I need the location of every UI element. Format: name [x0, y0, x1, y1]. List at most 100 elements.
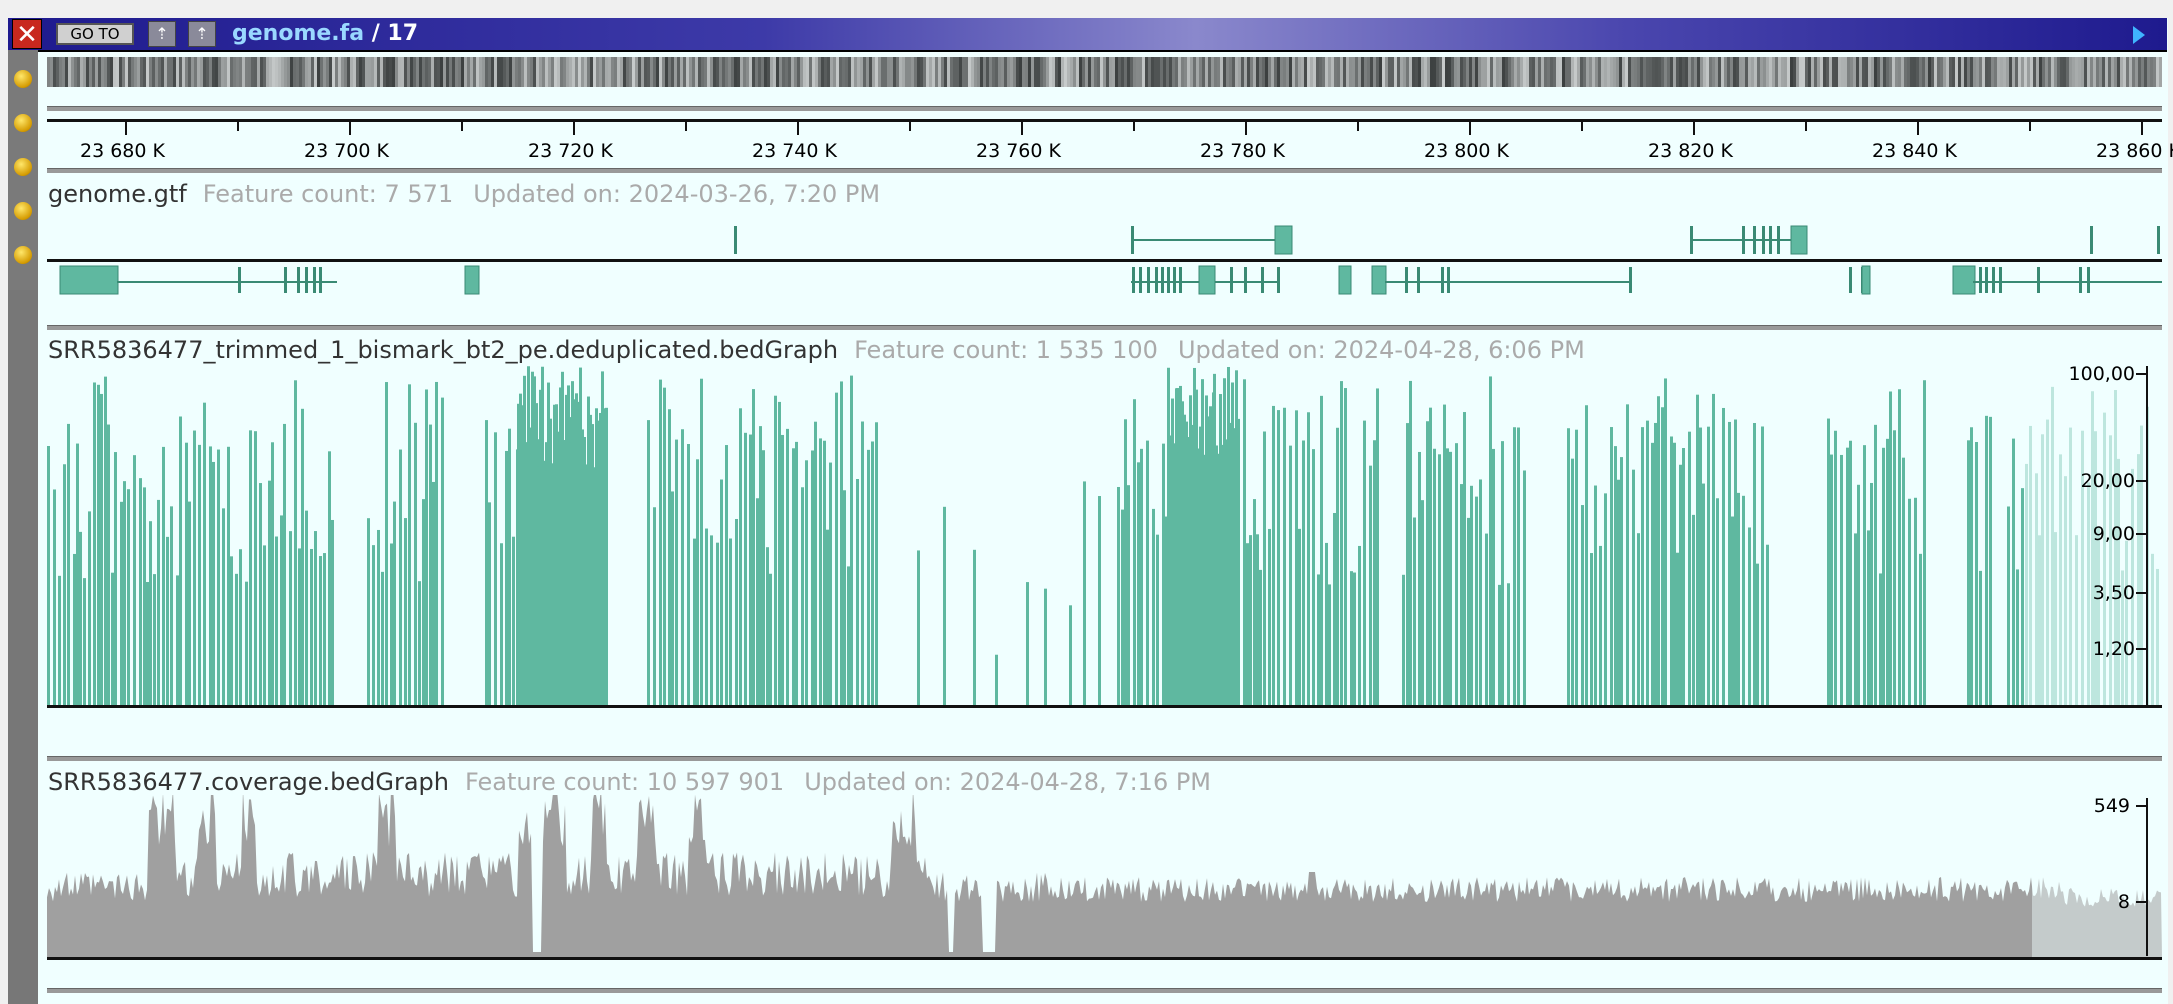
overview-stripe: [1895, 57, 1898, 87]
exon: [1762, 226, 1765, 254]
overview-stripe: [884, 57, 887, 87]
overview-stripe: [1331, 57, 1334, 87]
exon: [1690, 226, 1693, 254]
signal-bar: [805, 460, 808, 705]
signal-bar: [488, 502, 491, 705]
signal-bar: [1137, 462, 1140, 705]
overview-stripe: [80, 57, 83, 87]
signal-bar: [1246, 543, 1249, 705]
sequence-title: genome.fa / 17: [232, 21, 418, 46]
goto-button[interactable]: GO TO: [56, 23, 134, 45]
track-handle-knob-icon[interactable]: [14, 246, 32, 264]
signal-bar: [227, 446, 230, 705]
signal-bar: [1728, 421, 1731, 705]
signal-bar: [847, 566, 850, 705]
overview-stripe: [389, 57, 392, 87]
signal-bar: [1233, 444, 1236, 705]
overview-stripe: [1514, 57, 1517, 87]
upload-arrow-icon[interactable]: ⇡: [148, 21, 176, 47]
overview-stripe: [281, 57, 284, 87]
signal-bar: [1219, 394, 1222, 705]
overview-stripe: [572, 57, 575, 87]
methylation-track-header[interactable]: SRR5836477_trimmed_1_bismark_bt2_pe.dedu…: [48, 336, 1585, 364]
overview-stripe: [1169, 57, 1172, 87]
track-handle-knob-icon[interactable]: [14, 158, 32, 176]
signal-bar: [595, 408, 598, 705]
overview-stripe: [1910, 57, 1913, 87]
overview-stripe: [74, 57, 77, 87]
exon: [1139, 267, 1142, 293]
overview-stripe: [77, 57, 80, 87]
exon: [1790, 225, 1808, 255]
overview-stripe: [2105, 57, 2108, 87]
overview-stripe: [1715, 57, 1718, 87]
signal-bar: [995, 654, 998, 705]
upload-arrow-icon-2[interactable]: ⇡: [188, 21, 216, 47]
overview-stripe: [1343, 57, 1346, 87]
signal-bar: [1069, 605, 1072, 705]
overview-stripe: [1487, 57, 1490, 87]
ruler-minor-tick: [685, 121, 687, 131]
overview-stripe: [1535, 57, 1538, 87]
close-icon[interactable]: ✕: [12, 19, 42, 50]
signal-bar: [1325, 542, 1328, 705]
overview-stripe: [1757, 57, 1760, 87]
overview-stripe: [242, 57, 245, 87]
signal-bar: [268, 480, 271, 705]
overview-stripe: [659, 57, 662, 87]
track-handle-knob-icon[interactable]: [14, 114, 32, 132]
overview-stripe: [581, 57, 584, 87]
signal-bar: [1152, 508, 1155, 705]
signal-bar: [310, 548, 313, 705]
signal-bar: [795, 441, 798, 705]
overview-stripe: [173, 57, 176, 87]
signal-bar: [2016, 569, 2019, 705]
signal-bar: [1654, 422, 1657, 705]
overview-stripe: [101, 57, 104, 87]
axis-label: 9,00: [2092, 523, 2135, 545]
exon: [305, 267, 308, 293]
gene-features[interactable]: [47, 220, 2162, 300]
overview-stripe: [983, 57, 986, 87]
overview-stripe: [1604, 57, 1607, 87]
overview-stripe: [872, 57, 875, 87]
overview-stripe: [1760, 57, 1763, 87]
overview-stripe: [1646, 57, 1649, 87]
overview-stripe: [1022, 57, 1025, 87]
track-name: SRR5836477.coverage.bedGraph: [48, 768, 450, 796]
track-handle-knob-icon[interactable]: [14, 202, 32, 220]
overview-stripe: [1583, 57, 1586, 87]
overview-stripe: [569, 57, 572, 87]
overview-stripe: [1061, 57, 1064, 87]
methylation-signal[interactable]: [47, 365, 2162, 708]
signal-bar: [579, 367, 582, 705]
coverage-signal[interactable]: [47, 795, 2162, 960]
chromosome-overview[interactable]: [47, 57, 2162, 87]
overview-stripe: [1664, 57, 1667, 87]
overview-stripe: [2021, 57, 2024, 87]
signal-bar: [1402, 574, 1405, 705]
overview-stripe: [1901, 57, 1904, 87]
coverage-track-header[interactable]: SRR5836477.coverage.bedGraph Feature coun…: [48, 768, 1211, 796]
play-icon[interactable]: [2133, 26, 2145, 44]
signal-bar: [675, 439, 678, 705]
overview-stripe: [608, 57, 611, 87]
overview-stripe: [2132, 57, 2135, 87]
signal-bar: [441, 397, 444, 705]
overview-stripe: [1547, 57, 1550, 87]
overview-stripe: [1667, 57, 1670, 87]
signal-bar: [283, 423, 286, 705]
signal-bar: [298, 548, 301, 705]
gtf-track-header[interactable]: genome.gtf Feature count: 7 571 Updated on…: [48, 180, 880, 208]
overview-stripe: [593, 57, 596, 87]
overview-stripe: [1982, 57, 1985, 87]
overview-stripe: [1166, 57, 1169, 87]
signal-bar: [1707, 426, 1710, 705]
signal-bar: [162, 446, 165, 705]
signal-bar: [372, 545, 375, 705]
overview-stripe: [56, 57, 59, 87]
track-handle-knob-icon[interactable]: [14, 70, 32, 88]
overview-stripe: [1682, 57, 1685, 87]
overview-stripe: [1997, 57, 2000, 87]
overview-stripe: [2042, 57, 2045, 87]
